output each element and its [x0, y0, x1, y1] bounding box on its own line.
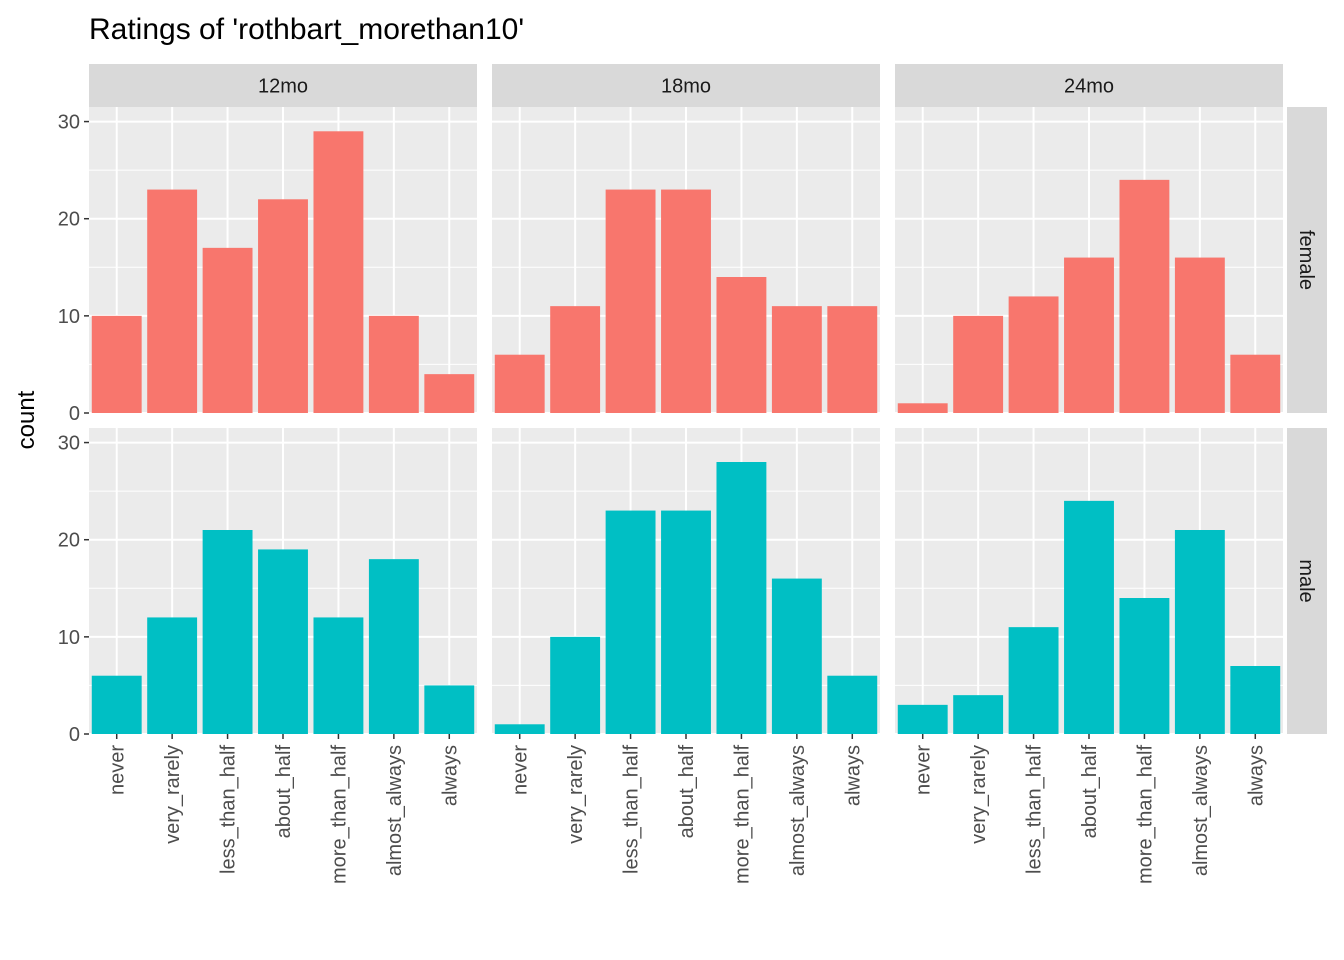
x-tick-label: less_than_half: [1024, 745, 1046, 874]
facet-strip-label: 18mo: [661, 76, 711, 98]
bar-never: [897, 403, 948, 413]
y-tick-label: 20: [58, 209, 80, 231]
bar-about_half: [661, 510, 711, 734]
y-tick-label: 10: [58, 306, 80, 328]
y-tick-label: 20: [58, 530, 80, 552]
bar-never: [91, 315, 142, 413]
y-axis-label: count: [13, 390, 40, 449]
x-tick-label: almost_always: [787, 745, 809, 876]
y-tick-label: 10: [58, 627, 80, 649]
panel-female-12mo: [89, 107, 477, 414]
bar-very_rarely: [953, 695, 1004, 734]
bar-about_half: [1064, 500, 1114, 734]
bar-about_half: [258, 549, 308, 734]
bar-almost_always: [1174, 530, 1225, 734]
facet-strip-label: 12mo: [258, 76, 308, 98]
panel-male-12mo: [89, 428, 477, 735]
bar-very_rarely: [550, 306, 601, 413]
bar-always: [827, 306, 878, 413]
bar-always: [1230, 666, 1281, 734]
x-tick-label: more_than_half: [1134, 745, 1156, 884]
bar-always: [424, 685, 475, 734]
x-tick-label: less_than_half: [218, 745, 240, 874]
bar-more_than_half: [313, 131, 364, 414]
x-tick-label: never: [913, 745, 935, 795]
x-tick-label: almost_always: [384, 745, 406, 876]
x-tick-label: about_half: [1079, 745, 1101, 839]
facet-panels: 12mo 0 10 20 30 0 10 20 30 never very_rarely less_t…: [58, 64, 1327, 884]
x-tick-label: about_half: [273, 745, 295, 839]
bar-almost_always: [771, 578, 822, 734]
x-tick-label: less_than_half: [621, 745, 643, 874]
bar-more_than_half: [716, 277, 767, 413]
bar-more_than_half: [1119, 179, 1170, 413]
y-tick-label: 30: [58, 433, 80, 455]
x-tick-label: always: [842, 745, 864, 806]
panel-male-18mo: [492, 428, 880, 735]
facet-strip-12mo: [89, 64, 477, 107]
x-tick-label: very_rarely: [162, 745, 184, 844]
facet-strip-24mo: [895, 64, 1283, 107]
x-tick-label: very_rarely: [565, 745, 587, 844]
bar-more_than_half: [1119, 598, 1170, 734]
chart-title: Ratings of 'rothbart_morethan10': [89, 13, 524, 46]
bar-very_rarely: [147, 617, 198, 734]
y-tick-label: 0: [69, 403, 80, 425]
bar-less_than_half: [202, 247, 253, 413]
bar-less_than_half: [1008, 296, 1059, 413]
bar-never: [494, 354, 545, 413]
bar-never: [91, 675, 142, 734]
y-tick-label: 0: [69, 724, 80, 746]
bar-almost_always: [368, 315, 419, 413]
bar-more_than_half: [716, 462, 767, 734]
facet-strip-female: [1287, 107, 1327, 413]
x-tick-label: always: [1245, 745, 1267, 806]
bar-very_rarely: [550, 636, 601, 734]
bar-about_half: [661, 189, 711, 413]
bar-less_than_half: [605, 510, 656, 734]
panel-female-18mo: [492, 107, 880, 414]
bar-always: [424, 374, 475, 413]
bar-almost_always: [1174, 257, 1225, 413]
x-tick-label: never: [107, 745, 129, 795]
x-tick-label: very_rarely: [968, 745, 990, 844]
bar-less_than_half: [1008, 627, 1059, 734]
x-tick-label: never: [510, 745, 532, 795]
facet-strip-18mo: [492, 64, 880, 107]
bar-never: [897, 704, 948, 734]
bar-almost_always: [368, 559, 419, 734]
x-tick-label: almost_always: [1190, 745, 1212, 876]
panel-male-24mo: [895, 428, 1283, 735]
x-tick-label: more_than_half: [328, 745, 350, 884]
x-tick-label: about_half: [676, 745, 698, 839]
y-tick-label: 30: [58, 112, 80, 134]
bar-less_than_half: [202, 530, 253, 734]
bar-very_rarely: [147, 189, 198, 413]
bar-less_than_half: [605, 189, 656, 413]
bar-always: [1230, 354, 1281, 413]
bar-about_half: [258, 199, 308, 413]
facet-strip-male: [1287, 428, 1327, 734]
bar-never: [494, 724, 545, 734]
bar-always: [827, 675, 878, 734]
bar-almost_always: [771, 306, 822, 413]
bar-more_than_half: [313, 617, 364, 734]
facet-strip-label: 24mo: [1064, 76, 1114, 98]
bar-very_rarely: [953, 315, 1004, 413]
bar-about_half: [1064, 257, 1114, 413]
x-tick-label: always: [439, 745, 461, 806]
panel-female-24mo: [895, 107, 1283, 414]
facet-strip-label: female: [1295, 230, 1317, 290]
facet-strip-label: male: [1295, 559, 1317, 602]
x-tick-label: more_than_half: [731, 745, 753, 884]
